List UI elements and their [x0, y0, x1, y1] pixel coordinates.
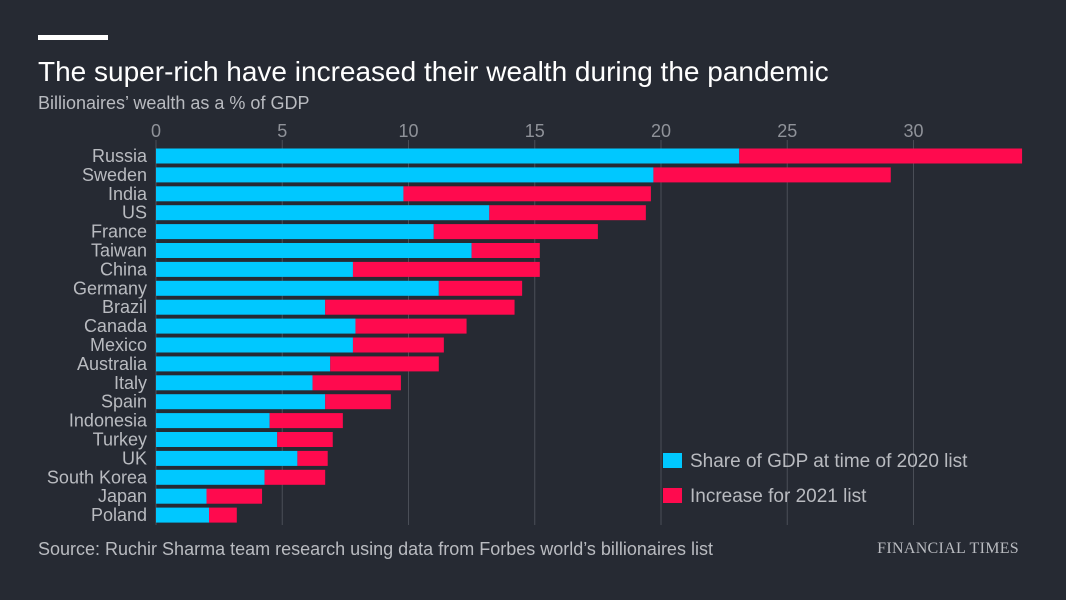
- bar-increase-2021: [352, 261, 540, 277]
- bar-share-2020: [156, 148, 740, 164]
- bar-increase-2021: [403, 186, 651, 202]
- bar-increase-2021: [325, 299, 515, 315]
- bar-increase-2021: [297, 450, 328, 466]
- bar-increase-2021: [352, 337, 444, 353]
- legend-swatch: [663, 453, 682, 468]
- bar-share-2020: [156, 413, 270, 429]
- bar-share-2020: [156, 167, 654, 183]
- bar-increase-2021: [325, 394, 391, 410]
- x-tick-label: 25: [777, 121, 797, 141]
- source-note: Source: Ruchir Sharma team research usin…: [38, 539, 713, 559]
- category-label: Germany: [73, 278, 147, 298]
- bar-share-2020: [156, 186, 404, 202]
- bar-increase-2021: [433, 224, 598, 240]
- x-tick-label: 10: [398, 121, 418, 141]
- bar-increase-2021: [269, 413, 343, 429]
- bar-share-2020: [156, 432, 278, 447]
- category-label: Indonesia: [69, 411, 148, 431]
- bar-share-2020: [156, 507, 210, 523]
- category-label: Taiwan: [91, 241, 147, 261]
- x-tick-label: 5: [277, 121, 287, 141]
- legend: Share of GDP at time of 2020 list Increas…: [663, 451, 968, 507]
- bar-increase-2021: [489, 205, 646, 221]
- bar-increase-2021: [438, 280, 523, 296]
- bar-share-2020: [156, 243, 472, 258]
- category-label: US: [122, 203, 147, 223]
- bar-share-2020: [156, 318, 356, 334]
- bar-share-2020: [156, 450, 298, 466]
- category-label: Australia: [77, 354, 148, 374]
- bars: [156, 148, 1023, 523]
- bar-increase-2021: [277, 432, 333, 447]
- bar-increase-2021: [206, 488, 263, 504]
- bar-share-2020: [156, 488, 207, 504]
- category-label: Brazil: [102, 297, 147, 317]
- x-axis-ticks: 0 5 10 15 20 25 30: [151, 121, 924, 141]
- brand-logo: FINANCIAL TIMES: [877, 540, 1019, 557]
- x-tick-label: 30: [903, 121, 923, 141]
- bar-increase-2021: [471, 243, 540, 258]
- bar-share-2020: [156, 280, 439, 296]
- category-labels: RussiaSwedenIndiaUSFranceTaiwanChinaGerm…: [47, 146, 148, 525]
- accent-rule: [38, 35, 108, 40]
- bar-share-2020: [156, 337, 353, 353]
- bar-increase-2021: [739, 148, 1023, 164]
- legend-swatch: [663, 488, 682, 503]
- bar-increase-2021: [312, 375, 401, 391]
- x-tick-label: 20: [651, 121, 671, 141]
- bar-share-2020: [156, 394, 326, 410]
- category-label: Poland: [91, 505, 147, 525]
- category-label: Mexico: [90, 335, 147, 355]
- legend-label: Increase for 2021 list: [690, 486, 867, 507]
- category-label: Canada: [84, 316, 148, 336]
- category-label: Spain: [101, 392, 147, 412]
- chart-subtitle: Billionaires’ wealth as a % of GDP: [38, 93, 310, 113]
- category-label: Italy: [114, 373, 147, 393]
- bar-share-2020: [156, 299, 326, 315]
- bar-increase-2021: [330, 356, 439, 372]
- category-label: Japan: [98, 486, 147, 506]
- bar-increase-2021: [355, 318, 467, 334]
- bar-share-2020: [156, 261, 353, 277]
- x-tick-label: 15: [525, 121, 545, 141]
- category-label: China: [100, 259, 148, 279]
- chart-title: The super-rich have increased their weal…: [38, 56, 829, 87]
- bar-share-2020: [156, 375, 313, 391]
- category-label: Turkey: [93, 430, 147, 450]
- bar-increase-2021: [653, 167, 891, 183]
- x-tick-label: 0: [151, 121, 161, 141]
- category-label: UK: [122, 448, 147, 468]
- bar-increase-2021: [209, 507, 237, 523]
- category-label: Russia: [92, 146, 148, 166]
- bar-share-2020: [156, 356, 331, 372]
- bar-increase-2021: [264, 469, 326, 485]
- bar-share-2020: [156, 224, 434, 240]
- category-label: France: [91, 222, 147, 242]
- bar-share-2020: [156, 469, 265, 485]
- category-label: South Korea: [47, 467, 148, 487]
- category-label: Sweden: [82, 165, 147, 185]
- legend-label: Share of GDP at time of 2020 list: [690, 451, 968, 472]
- bar-share-2020: [156, 205, 490, 221]
- category-label: India: [108, 184, 148, 204]
